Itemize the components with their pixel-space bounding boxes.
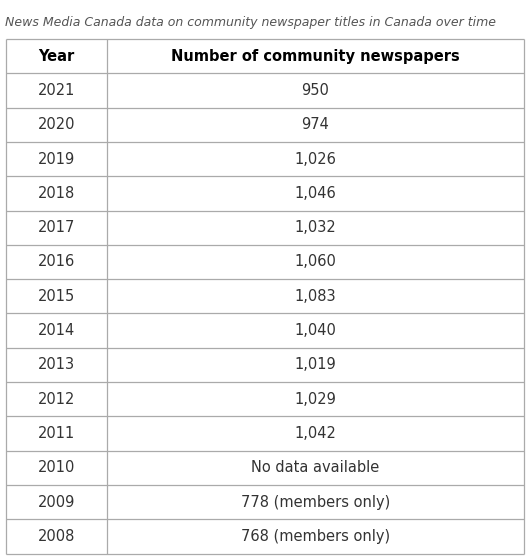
Text: No data available: No data available: [251, 460, 379, 475]
Text: 2008: 2008: [38, 529, 75, 544]
Text: News Media Canada data on community newspaper titles in Canada over time: News Media Canada data on community news…: [5, 16, 496, 28]
Text: 2018: 2018: [38, 186, 75, 201]
Text: 2009: 2009: [38, 494, 75, 509]
Text: 950: 950: [302, 83, 329, 98]
Text: 1,060: 1,060: [295, 254, 337, 270]
Text: 1,029: 1,029: [295, 392, 337, 407]
Text: 2014: 2014: [38, 323, 75, 338]
Text: 2015: 2015: [38, 289, 75, 304]
Text: 1,046: 1,046: [295, 186, 337, 201]
Text: 1,042: 1,042: [295, 426, 337, 441]
Text: Number of community newspapers: Number of community newspapers: [171, 49, 460, 64]
Text: 768 (members only): 768 (members only): [241, 529, 390, 544]
Text: 974: 974: [302, 117, 329, 132]
Text: 1,083: 1,083: [295, 289, 336, 304]
Text: 2016: 2016: [38, 254, 75, 270]
Text: 1,026: 1,026: [295, 152, 337, 167]
Text: 2020: 2020: [38, 117, 76, 132]
Text: 1,019: 1,019: [295, 357, 337, 372]
Text: Year: Year: [39, 49, 75, 64]
Text: 2011: 2011: [38, 426, 75, 441]
Text: 778 (members only): 778 (members only): [241, 494, 390, 509]
Text: 2019: 2019: [38, 152, 75, 167]
Text: 2010: 2010: [38, 460, 75, 475]
Text: 2017: 2017: [38, 220, 75, 235]
Text: 2013: 2013: [38, 357, 75, 372]
Text: 2021: 2021: [38, 83, 75, 98]
Text: 2012: 2012: [38, 392, 75, 407]
Text: 1,032: 1,032: [295, 220, 337, 235]
Text: 1,040: 1,040: [295, 323, 337, 338]
